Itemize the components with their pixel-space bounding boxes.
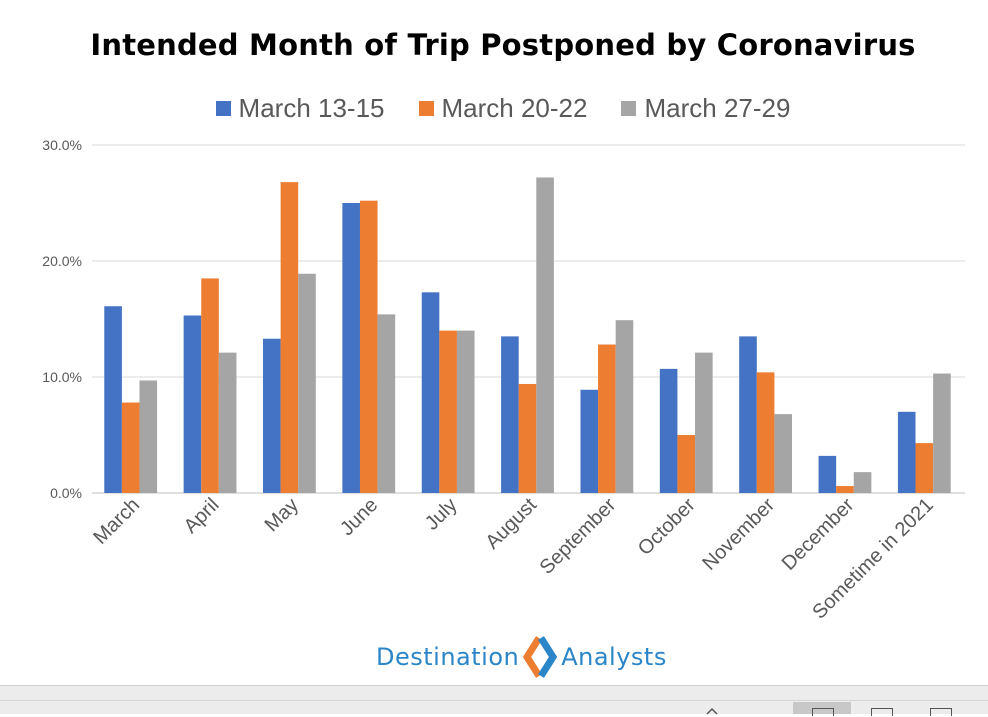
bar (933, 373, 951, 493)
bar (659, 368, 678, 493)
collapse-chevron-button[interactable] (705, 702, 763, 715)
legend-swatch (418, 101, 434, 116)
bar (756, 372, 775, 493)
bar (121, 402, 140, 493)
bars (104, 177, 951, 494)
x-tick-label: March (89, 494, 144, 549)
legend-item: March 13-15 (215, 93, 385, 124)
bar (518, 383, 537, 493)
legend-swatch (215, 101, 231, 116)
legend-swatch (621, 101, 637, 116)
bar (580, 389, 599, 493)
x-tick-label: July (421, 494, 462, 535)
bar (201, 278, 219, 493)
x-tick-label: December (778, 494, 859, 575)
plot-area: 0.0% 10.0% 20.0% 30.0% March April May June Jul… (42, 137, 965, 624)
bar (897, 411, 916, 493)
x-tick-label: September (536, 494, 621, 579)
bar (774, 414, 792, 493)
chart-title: Intended Month of Trip Postponed by Coro… (90, 28, 916, 62)
x-tick-label: August (481, 494, 541, 554)
bar (104, 306, 122, 493)
bar (298, 273, 316, 493)
bar (439, 330, 457, 493)
bar (139, 380, 158, 493)
y-tick-label: 0.0% (50, 485, 82, 501)
legend-label: March 20-22 (441, 93, 588, 123)
y-tick-label: 10.0% (42, 369, 82, 385)
legend-label: March 27-29 (644, 93, 791, 123)
bar (359, 200, 378, 493)
bar (615, 320, 634, 493)
legend-item: March 27-29 (621, 93, 790, 124)
y-tick-label: 20.0% (42, 253, 82, 269)
bar (677, 435, 696, 493)
bar (695, 352, 713, 493)
bar (456, 330, 475, 493)
logo-text-right: Analysts (561, 643, 667, 671)
bar (280, 182, 299, 493)
bar (536, 177, 554, 494)
bar (501, 336, 519, 493)
reading-view-icon (930, 708, 952, 716)
bar (836, 486, 854, 493)
logo-text-left: Destination (376, 643, 520, 671)
destination-analysts-logo: Destination Analysts (376, 636, 667, 678)
normal-view-icon (812, 708, 834, 716)
bar (377, 314, 396, 493)
bar (915, 443, 934, 493)
y-tick-label: 30.0% (42, 137, 82, 153)
x-tick-label: April (180, 494, 224, 538)
reading-view-button[interactable] (910, 702, 968, 716)
bar (818, 455, 837, 493)
bar (183, 315, 202, 493)
legend-item: March 20-22 (418, 93, 588, 124)
status-divider (0, 700, 988, 701)
bar (421, 292, 440, 493)
y-axis-ticks: 0.0% 10.0% 20.0% 30.0% (42, 137, 82, 501)
legend-label: March 13-15 (238, 93, 385, 123)
normal-view-button[interactable] (793, 702, 851, 716)
bar (598, 344, 616, 493)
x-tick-label: June (336, 494, 382, 540)
diamond-arrows-icon (523, 636, 558, 678)
page-layout-icon (871, 708, 893, 716)
bar (853, 472, 872, 493)
bar (739, 336, 757, 493)
bar (263, 338, 281, 493)
x-tick-label: November (698, 494, 779, 575)
page-layout-view-button[interactable] (852, 702, 910, 716)
bar (342, 203, 360, 493)
app-status-bar (0, 685, 988, 716)
x-tick-label: October (634, 494, 700, 560)
chevron-up-icon (706, 707, 718, 715)
x-tick-label: May (261, 494, 303, 536)
chart-legend: March 13-15 March 20-22 March 27-29 (0, 93, 988, 124)
bar (218, 352, 237, 493)
